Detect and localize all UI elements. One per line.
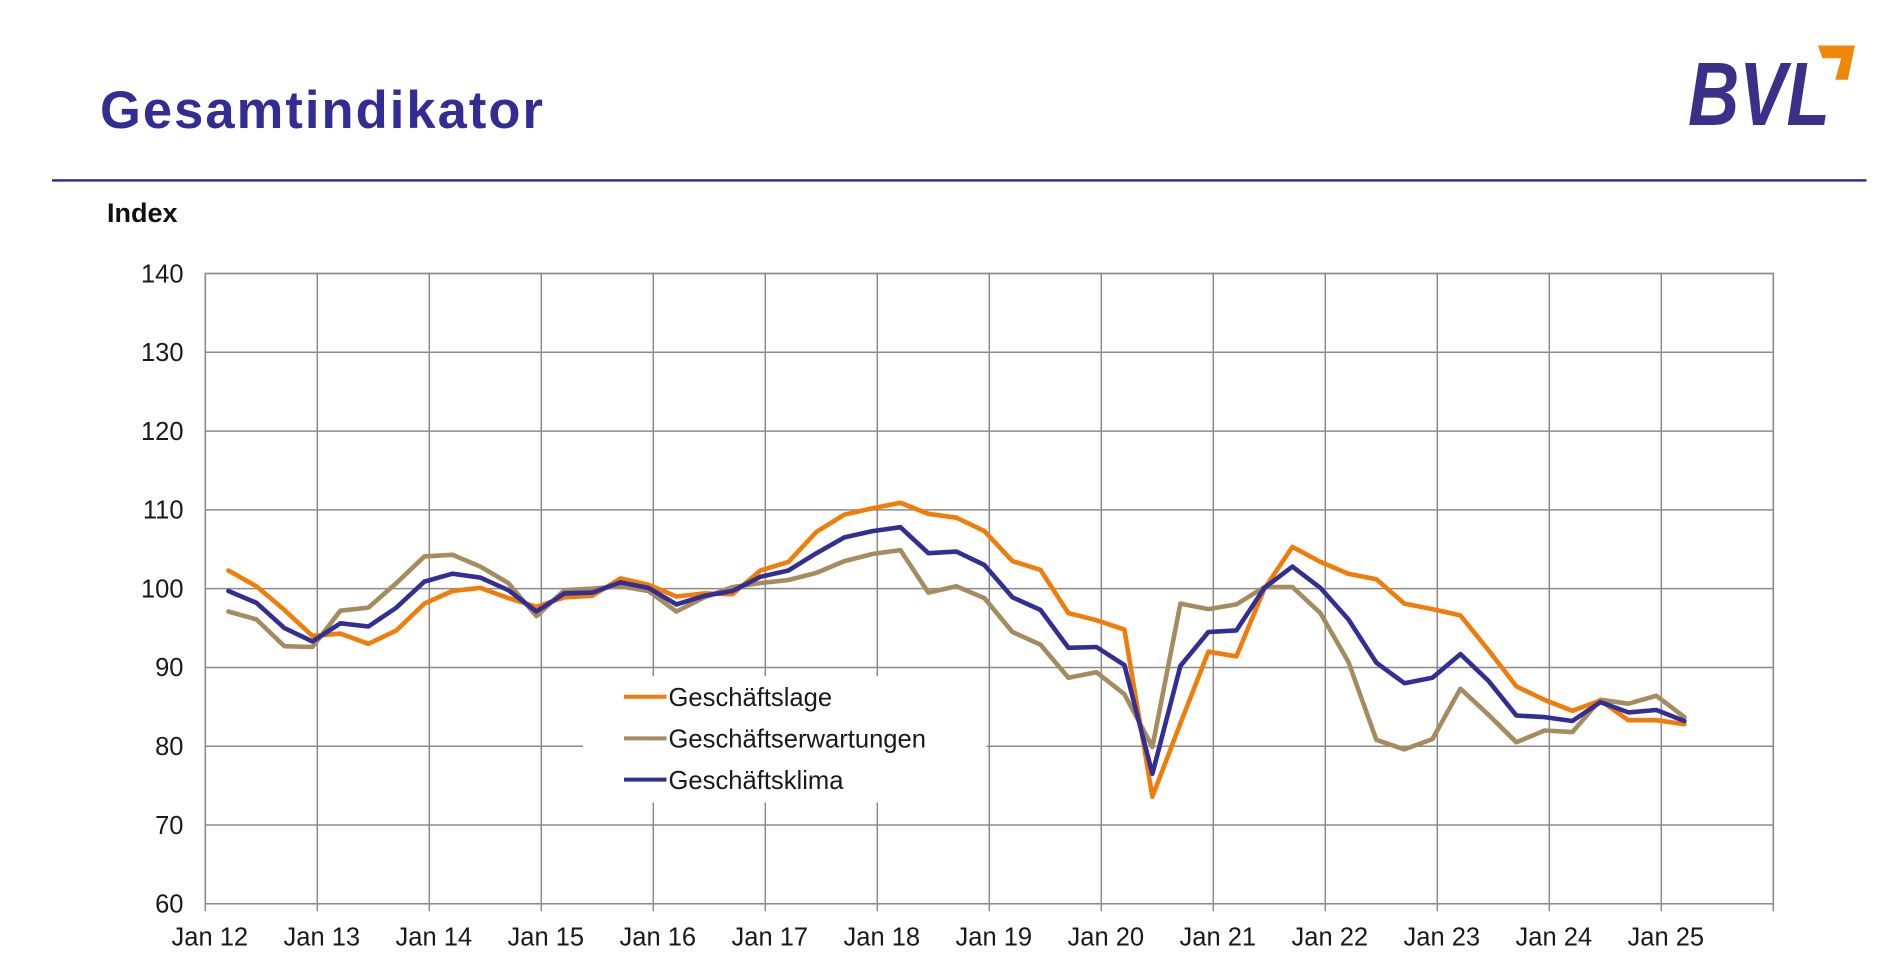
svg-text:Geschäftserwartungen: Geschäftserwartungen [669,726,927,754]
svg-text:Jan 24: Jan 24 [1516,924,1593,952]
svg-text:60: 60 [155,891,183,919]
svg-text:Jan 14: Jan 14 [396,924,473,952]
svg-text:Gesamtindikator: Gesamtindikator [100,81,545,140]
svg-text:80: 80 [155,733,183,761]
svg-text:Jan 22: Jan 22 [1292,924,1369,952]
svg-text:Jan 17: Jan 17 [732,924,809,952]
svg-text:110: 110 [143,497,184,525]
svg-text:120: 120 [141,418,184,446]
svg-text:Geschäftslage: Geschäftslage [669,684,833,712]
svg-text:Jan 25: Jan 25 [1628,924,1705,952]
svg-text:Jan 21: Jan 21 [1180,924,1257,952]
svg-text:Geschäftsklima: Geschäftsklima [669,767,845,795]
svg-text:BVL: BVL [1688,45,1830,145]
svg-text:Jan 19: Jan 19 [956,924,1033,952]
svg-text:130: 130 [141,339,184,367]
svg-text:Jan 16: Jan 16 [620,924,697,952]
svg-text:Jan 20: Jan 20 [1068,924,1145,952]
svg-text:Jan 18: Jan 18 [844,924,921,952]
svg-text:140: 140 [141,260,184,288]
svg-text:90: 90 [155,654,183,682]
svg-text:70: 70 [155,812,183,840]
svg-text:100: 100 [141,575,184,603]
svg-text:Index: Index [107,198,178,228]
svg-text:Jan 12: Jan 12 [172,924,249,952]
svg-text:Jan 15: Jan 15 [508,924,585,952]
svg-text:Jan 23: Jan 23 [1404,924,1481,952]
svg-text:Jan 13: Jan 13 [284,924,361,952]
